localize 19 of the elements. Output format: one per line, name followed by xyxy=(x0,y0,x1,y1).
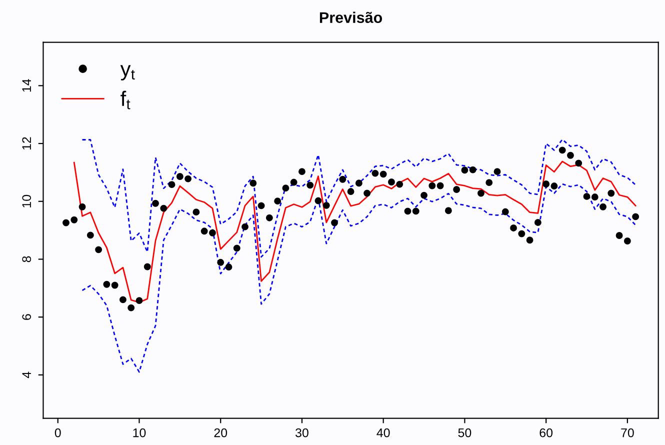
y-tick-label: 8 xyxy=(22,256,32,262)
legend-label: f$_{t}$ xyxy=(120,90,130,110)
y-tick-label: 14 xyxy=(22,79,31,92)
x-tick-label: 20 xyxy=(214,428,228,438)
chart-title: Previsão xyxy=(320,12,382,23)
y-tick-label: 6 xyxy=(22,314,32,320)
x-tick-label: 0 xyxy=(54,428,61,438)
x-tick-label: 40 xyxy=(376,428,390,438)
x-tick-label: 30 xyxy=(295,428,308,438)
y-tick-label: 12 xyxy=(22,137,31,150)
y-tick-label: 4 xyxy=(22,372,31,378)
legend-label: y$_{t}$ xyxy=(120,65,135,80)
x-tick-label: 10 xyxy=(133,428,146,438)
x-tick-label: 70 xyxy=(621,428,634,438)
line-series xyxy=(82,138,636,258)
x-tick-label: 50 xyxy=(458,428,472,438)
y-tick-label: 10 xyxy=(22,194,32,208)
line-series xyxy=(73,160,636,304)
x-tick-label: 60 xyxy=(540,428,553,438)
